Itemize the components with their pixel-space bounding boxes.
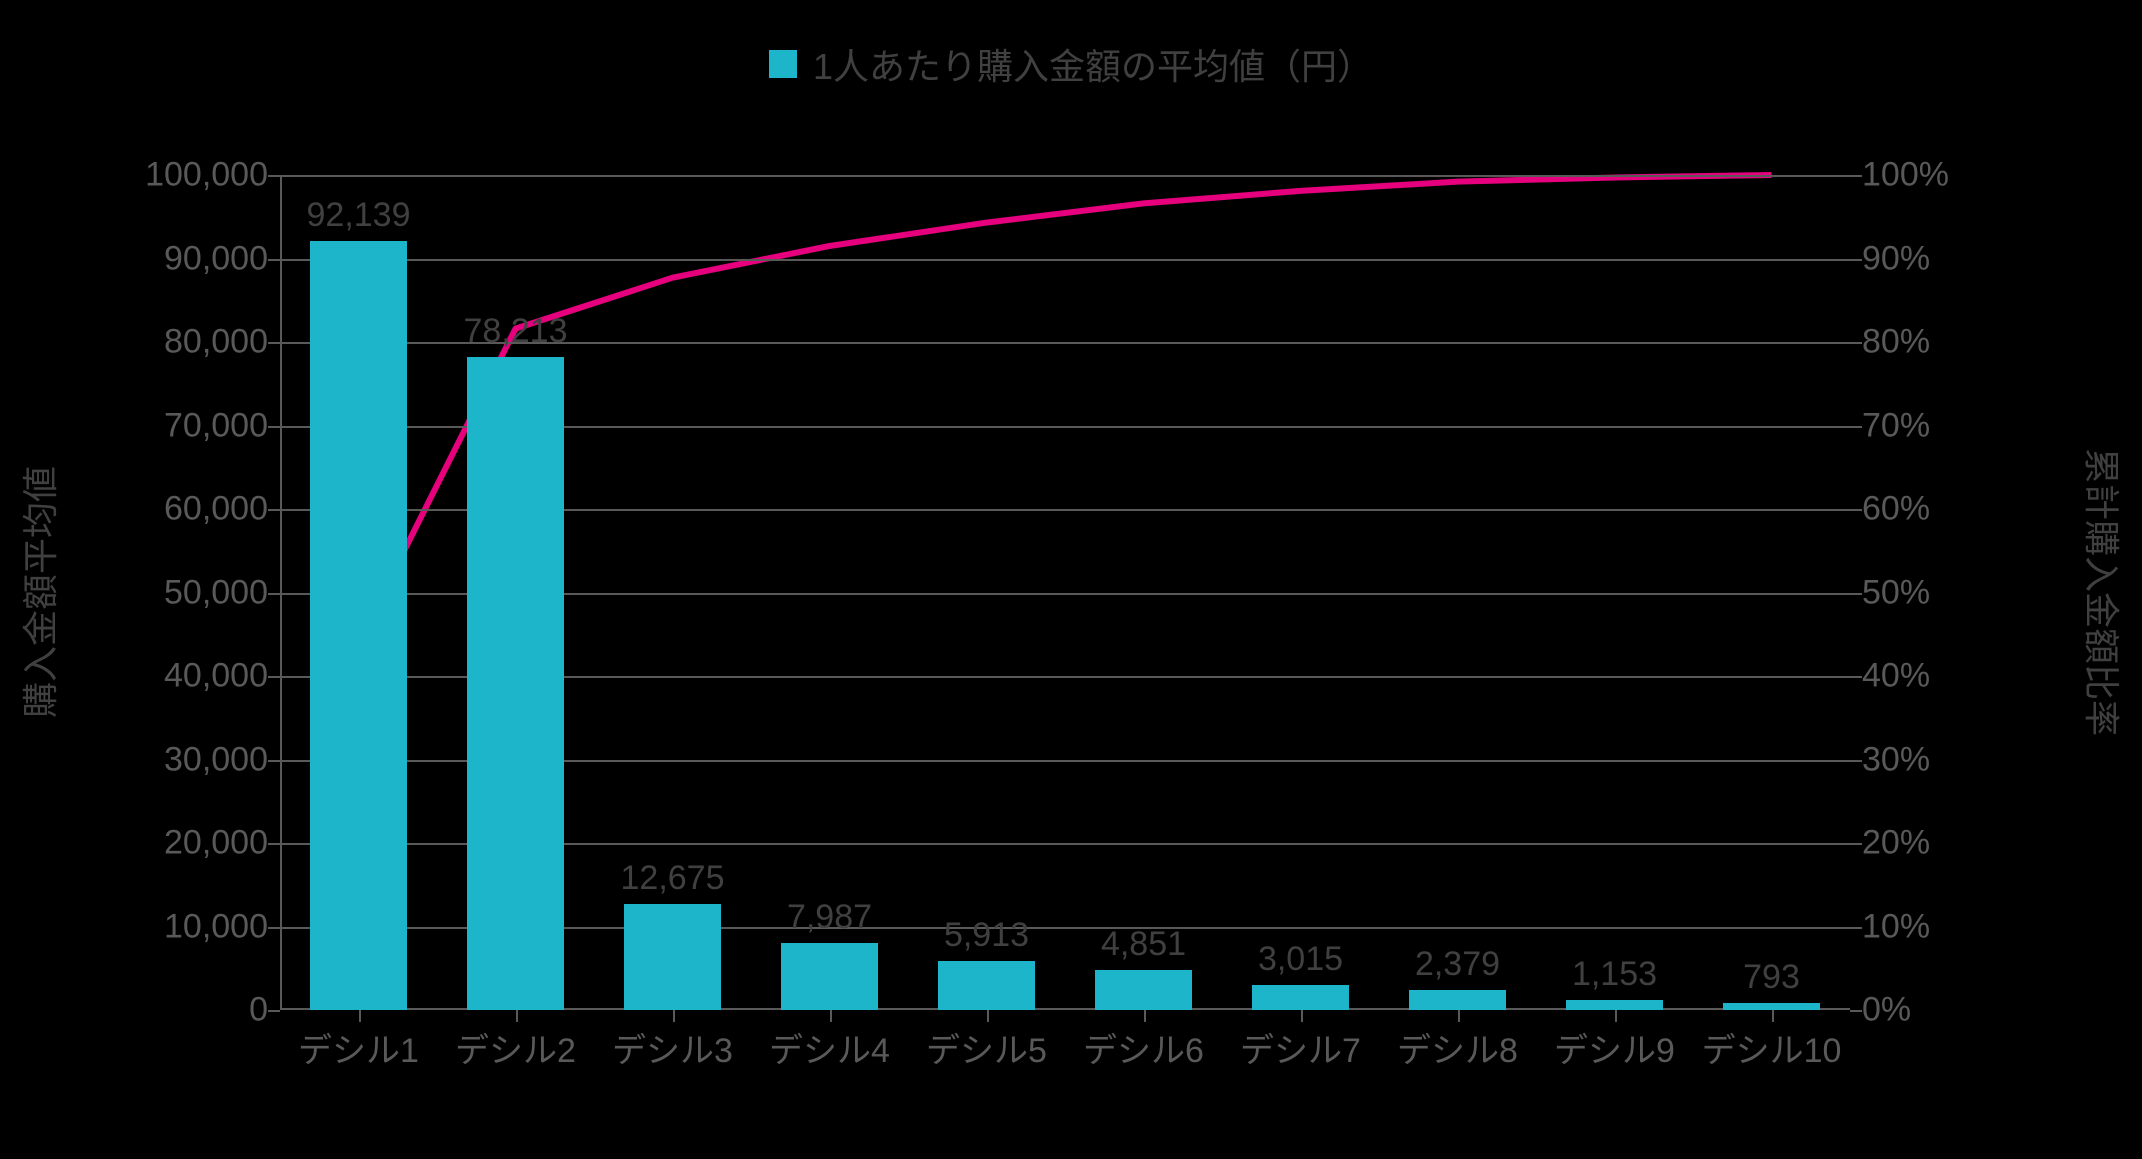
y2-tick-mark bbox=[1850, 927, 1862, 929]
y1-tick-label: 90,000 bbox=[108, 239, 268, 278]
x-tick-mark bbox=[987, 1010, 989, 1022]
gridline bbox=[280, 259, 1850, 261]
y2-tick-label: 90% bbox=[1862, 239, 2002, 278]
y2-tick-label: 30% bbox=[1862, 740, 2002, 779]
y2-tick-mark bbox=[1850, 259, 1862, 261]
y2-tick-mark bbox=[1850, 676, 1862, 678]
bar bbox=[781, 943, 878, 1010]
y2-tick-mark bbox=[1850, 843, 1862, 845]
y1-tick-mark bbox=[268, 676, 280, 678]
y1-tick-label: 30,000 bbox=[108, 740, 268, 779]
y2-tick-mark bbox=[1850, 760, 1862, 762]
x-tick-mark bbox=[1301, 1010, 1303, 1022]
y1-tick-mark bbox=[268, 593, 280, 595]
x-tick-mark bbox=[673, 1010, 675, 1022]
legend-swatch bbox=[769, 50, 797, 78]
y2-tick-mark bbox=[1850, 509, 1862, 511]
bar-value-label: 12,675 bbox=[621, 859, 725, 898]
x-tick-label: デシル4 bbox=[769, 1023, 890, 1072]
legend-item: 1人あたり購入金額の平均値（円） bbox=[769, 38, 1373, 90]
y2-tick-label: 60% bbox=[1862, 490, 2002, 529]
bar bbox=[1095, 970, 1192, 1011]
y1-tick-label: 70,000 bbox=[108, 406, 268, 445]
x-tick-mark bbox=[830, 1010, 832, 1022]
x-tick-label: デシル8 bbox=[1397, 1023, 1518, 1072]
y2-tick-label: 0% bbox=[1862, 991, 2002, 1030]
gridline bbox=[280, 175, 1850, 177]
bar-value-label: 3,015 bbox=[1258, 940, 1343, 979]
x-tick-label: デシル1 bbox=[298, 1023, 419, 1072]
bar-value-label: 5,913 bbox=[944, 916, 1029, 955]
y2-tick-mark bbox=[1850, 1010, 1862, 1012]
x-tick-label: デシル6 bbox=[1083, 1023, 1204, 1072]
y2-axis-title: 累計購入金額比率 bbox=[2078, 448, 2130, 736]
y1-tick-mark bbox=[268, 426, 280, 428]
y1-tick-label: 10,000 bbox=[108, 907, 268, 946]
x-tick-mark bbox=[1458, 1010, 1460, 1022]
y1-tick-label: 50,000 bbox=[108, 573, 268, 612]
y1-tick-label: 80,000 bbox=[108, 323, 268, 362]
x-tick-mark bbox=[359, 1010, 361, 1022]
x-tick-mark bbox=[1144, 1010, 1146, 1022]
y2-tick-label: 20% bbox=[1862, 824, 2002, 863]
bar-value-label: 78,213 bbox=[464, 312, 568, 351]
y2-tick-label: 50% bbox=[1862, 573, 2002, 612]
y2-tick-label: 10% bbox=[1862, 907, 2002, 946]
y2-tick-label: 100% bbox=[1862, 156, 2002, 195]
bar-value-label: 793 bbox=[1743, 958, 1800, 997]
y2-tick-mark bbox=[1850, 175, 1862, 177]
y1-tick-mark bbox=[268, 175, 280, 177]
y1-tick-mark bbox=[268, 259, 280, 261]
y1-tick-label: 60,000 bbox=[108, 490, 268, 529]
y1-tick-mark bbox=[268, 342, 280, 344]
y2-tick-mark bbox=[1850, 342, 1862, 344]
y2-tick-label: 70% bbox=[1862, 406, 2002, 445]
cumulative-line bbox=[359, 175, 1772, 642]
y2-tick-label: 40% bbox=[1862, 657, 2002, 696]
y1-tick-label: 100,000 bbox=[108, 156, 268, 195]
y1-tick-mark bbox=[268, 509, 280, 511]
y1-tick-label: 40,000 bbox=[108, 657, 268, 696]
bar-value-label: 2,379 bbox=[1415, 945, 1500, 984]
bar-value-label: 92,139 bbox=[307, 196, 411, 235]
legend: 1人あたり購入金額の平均値（円） bbox=[0, 38, 2142, 90]
y1-tick-label: 0 bbox=[108, 991, 268, 1030]
bar bbox=[1723, 1003, 1820, 1010]
y1-tick-label: 20,000 bbox=[108, 824, 268, 863]
y1-axis-title: 購入金額平均値 bbox=[12, 466, 64, 718]
x-tick-mark bbox=[1615, 1010, 1617, 1022]
x-tick-label: デシル9 bbox=[1554, 1023, 1675, 1072]
y1-tick-mark bbox=[268, 927, 280, 929]
decile-chart: 1人あたり購入金額の平均値（円） 購入金額平均値 累計購入金額比率 00%10,… bbox=[0, 0, 2142, 1159]
y1-tick-mark bbox=[268, 760, 280, 762]
bar bbox=[310, 241, 407, 1010]
x-tick-label: デシル7 bbox=[1240, 1023, 1361, 1072]
bar bbox=[1409, 990, 1506, 1010]
y2-tick-label: 80% bbox=[1862, 323, 2002, 362]
bar-value-label: 7,987 bbox=[787, 898, 872, 937]
y1-tick-mark bbox=[268, 843, 280, 845]
bar bbox=[1252, 985, 1349, 1010]
plot-area: 00%10,00010%20,00020%30,00030%40,00040%5… bbox=[280, 175, 1850, 1010]
bar bbox=[1566, 1000, 1663, 1010]
x-tick-label: デシル5 bbox=[926, 1023, 1047, 1072]
x-tick-label: デシル10 bbox=[1702, 1023, 1842, 1072]
bar-value-label: 4,851 bbox=[1101, 925, 1186, 964]
legend-label: 1人あたり購入金額の平均値（円） bbox=[813, 38, 1373, 90]
bar bbox=[624, 904, 721, 1010]
bar-value-label: 1,153 bbox=[1572, 955, 1657, 994]
y2-tick-mark bbox=[1850, 593, 1862, 595]
x-tick-label: デシル3 bbox=[612, 1023, 733, 1072]
y2-tick-mark bbox=[1850, 426, 1862, 428]
x-tick-mark bbox=[1772, 1010, 1774, 1022]
y1-tick-mark bbox=[268, 1010, 280, 1012]
bar bbox=[938, 961, 1035, 1010]
bar bbox=[467, 357, 564, 1010]
x-tick-label: デシル2 bbox=[455, 1023, 576, 1072]
x-tick-mark bbox=[516, 1010, 518, 1022]
